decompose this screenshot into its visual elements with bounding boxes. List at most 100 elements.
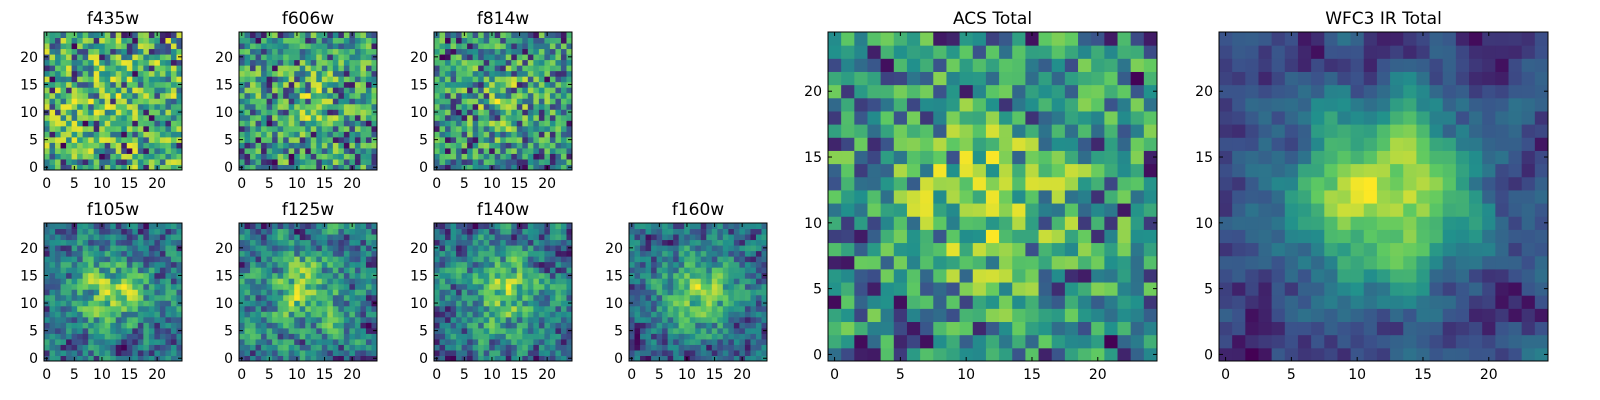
heatmap-cell (360, 158, 367, 165)
heatmap-cell (700, 322, 707, 329)
heatmap-cell (483, 103, 490, 110)
heatmap-cell (266, 272, 273, 279)
heatmap-cell (244, 300, 251, 307)
heatmap-cell (137, 92, 144, 99)
heatmap-cell (82, 223, 89, 230)
heatmap-cell (744, 239, 751, 246)
heatmap-cell (467, 228, 474, 235)
heatmap-cell (66, 114, 73, 121)
heatmap-cell (244, 76, 251, 83)
heatmap-cell (272, 272, 279, 279)
heatmap-cell (332, 153, 339, 160)
heatmap-cell (722, 355, 729, 362)
heatmap-cell (170, 294, 177, 301)
y-tick-label: 10 (215, 296, 233, 312)
heatmap-cell (478, 256, 485, 263)
heatmap-cell (99, 239, 106, 246)
heatmap-cell (126, 158, 133, 165)
heatmap-cell (343, 327, 350, 334)
heatmap-cell (332, 43, 339, 50)
heatmap-cell (439, 120, 446, 127)
heatmap-cell (544, 228, 551, 235)
heatmap-cell (110, 322, 117, 329)
heatmap-cell (110, 125, 117, 132)
heatmap-cell (1051, 347, 1066, 362)
heatmap-cell (272, 37, 279, 44)
heatmap-cell (99, 305, 106, 312)
heatmap-cell (288, 272, 295, 279)
heatmap-cell (472, 147, 479, 154)
heatmap-cell (755, 283, 762, 290)
heatmap-cell (456, 338, 463, 345)
heatmap-cell (566, 344, 573, 351)
heatmap-cell (946, 295, 961, 309)
heatmap-cell (154, 37, 161, 44)
heatmap-cell (349, 92, 356, 99)
heatmap-cell (505, 81, 512, 88)
heatmap-cell (1143, 308, 1158, 323)
heatmap-cell (261, 234, 268, 241)
heatmap-cell (544, 87, 551, 94)
heatmap-cell (651, 239, 658, 246)
heatmap-cell (88, 355, 95, 362)
heatmap-cell (288, 261, 295, 268)
heatmap-cell (255, 109, 262, 116)
heatmap-cell (288, 37, 295, 44)
heatmap-cell (104, 164, 111, 171)
heatmap-cell (434, 65, 441, 72)
heatmap-cell (288, 114, 295, 121)
heatmap-cell (522, 344, 529, 351)
heatmap-cell (255, 305, 262, 312)
heatmap-cell (77, 223, 84, 230)
heatmap-cell (110, 120, 117, 127)
heatmap-cell (272, 245, 279, 252)
heatmap-cell (343, 223, 350, 230)
heatmap-cell (93, 355, 100, 362)
heatmap-cell (272, 120, 279, 127)
heatmap-cell (505, 153, 512, 160)
heatmap-cell (695, 245, 702, 252)
heatmap-cell (544, 256, 551, 263)
heatmap-cell (1130, 163, 1145, 178)
heatmap-cell (656, 333, 663, 340)
y-tick-label: 5 (29, 324, 38, 340)
heatmap-cell (266, 120, 273, 127)
heatmap-cell (354, 87, 361, 94)
heatmap-cell (544, 311, 551, 318)
heatmap-cell (93, 43, 100, 50)
heatmap-cell (494, 125, 501, 132)
heatmap-cell (560, 136, 567, 143)
heatmap-cell (533, 81, 540, 88)
heatmap-cell (294, 43, 301, 50)
heatmap-cell (250, 120, 257, 127)
heatmap-cell (566, 98, 573, 105)
heatmap-cell (332, 136, 339, 143)
heatmap-cell (461, 338, 468, 345)
heatmap-cell (511, 98, 518, 105)
heatmap-cell (93, 338, 100, 345)
heatmap-cell (959, 176, 974, 191)
heatmap-cell (55, 158, 62, 165)
heatmap-cell (159, 147, 166, 154)
heatmap-cell (1143, 321, 1158, 336)
heatmap-cell (439, 261, 446, 268)
heatmap-cell (148, 81, 155, 88)
heatmap-cell (365, 300, 372, 307)
heatmap-cell (360, 120, 367, 127)
heatmap-cell (651, 228, 658, 235)
heatmap-cell (728, 311, 735, 318)
heatmap-cell (239, 250, 246, 257)
heatmap-cell (283, 147, 290, 154)
heatmap-cell (154, 311, 161, 318)
heatmap-cell (277, 261, 284, 268)
heatmap-cell (494, 294, 501, 301)
heatmap-cell (360, 131, 367, 138)
heatmap-cell (689, 245, 696, 252)
heatmap-cell (55, 37, 62, 44)
heatmap-cell (439, 278, 446, 285)
heatmap-cell (494, 223, 501, 230)
heatmap-cell (148, 120, 155, 127)
heatmap-cell (165, 228, 172, 235)
heatmap-cell (310, 147, 317, 154)
heatmap-cell (143, 327, 150, 334)
